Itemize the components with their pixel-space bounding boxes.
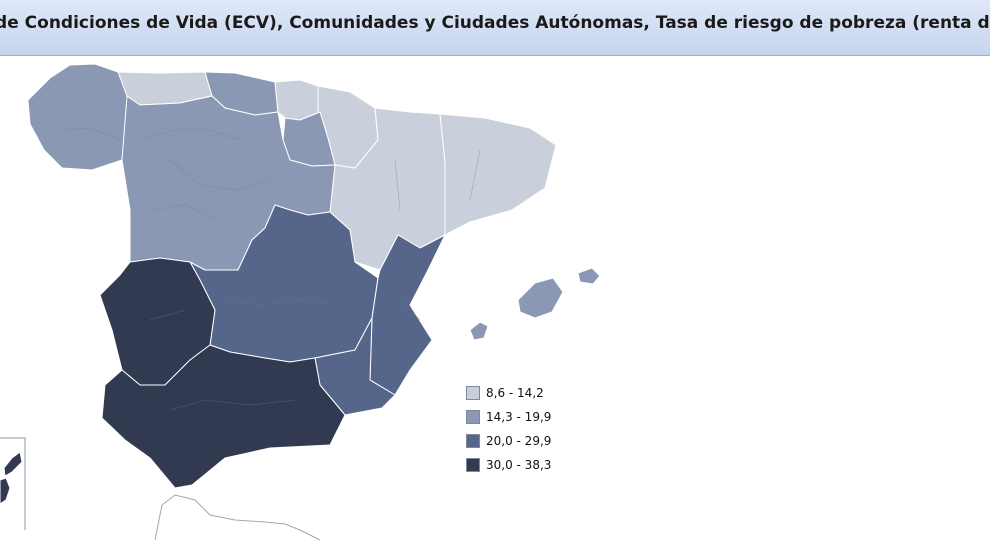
- region-baleares-ibiza[interactable]: [469, 321, 489, 341]
- legend-swatch: [466, 410, 480, 424]
- region-cataluna[interactable]: [439, 113, 557, 236]
- legend-swatch: [466, 434, 480, 448]
- legend-swatch: [466, 386, 480, 400]
- legend-label: 8,6 - 14,2: [486, 386, 544, 400]
- legend-item: 14,3 - 19,9: [466, 405, 551, 429]
- map-legend: 8,6 - 14,2 14,3 - 19,9 20,0 - 29,9 30,0 …: [466, 381, 551, 477]
- legend-swatch: [466, 458, 480, 472]
- region-canarias-2[interactable]: [0, 477, 11, 505]
- spain-map: [0, 63, 601, 541]
- legend-label: 20,0 - 29,9: [486, 434, 552, 448]
- legend-item: 8,6 - 14,2: [466, 381, 551, 405]
- region-pais-vasco[interactable]: [274, 79, 321, 121]
- map-title: Encuesta de Condiciones de Vida (ECV), C…: [0, 13, 990, 33]
- legend-label: 14,3 - 19,9: [486, 410, 552, 424]
- legend-label: 30,0 - 38,3: [486, 458, 552, 472]
- region-galicia[interactable]: [27, 63, 131, 171]
- title-bar: Encuesta de Condiciones de Vida (ECV), C…: [0, 0, 990, 56]
- north-africa-outline: [154, 494, 321, 541]
- region-baleares-mallorca[interactable]: [517, 277, 564, 319]
- region-baleares-menorca[interactable]: [577, 267, 601, 285]
- region-canarias[interactable]: [3, 451, 23, 477]
- legend-item: 20,0 - 29,9: [466, 429, 551, 453]
- canarias-inset-frame: [0, 437, 26, 530]
- legend-item: 30,0 - 38,3: [466, 453, 551, 477]
- region-andalucia[interactable]: [101, 344, 346, 489]
